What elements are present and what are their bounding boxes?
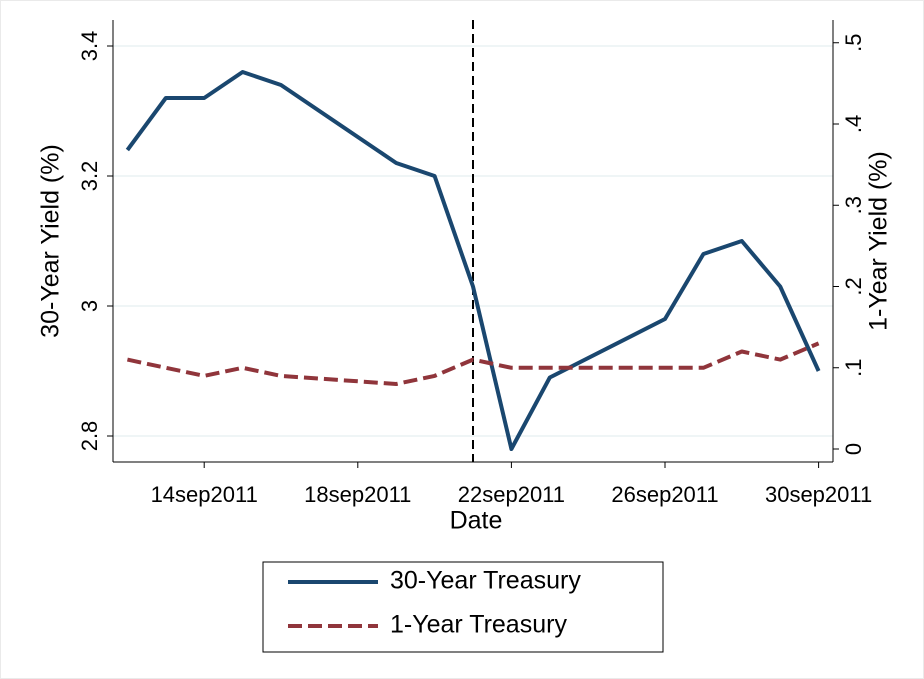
- y2-tick-label: .1: [841, 359, 866, 377]
- x-tick-label: 22sep2011: [458, 482, 565, 507]
- y2-axis-title: 1-Year Yield (%): [865, 151, 893, 331]
- series-line: [125, 70, 821, 451]
- y2-tick-label: .5: [841, 34, 866, 52]
- y2-tick-label: .4: [841, 115, 866, 133]
- y2-tick-label: .3: [841, 196, 866, 214]
- series-line: [126, 341, 820, 386]
- x-axis-title: Date: [450, 507, 503, 535]
- y-tick-label: 3.4: [77, 31, 102, 62]
- legend: [262, 561, 664, 653]
- y2-tick-label: .2: [841, 277, 866, 295]
- legend-label: 1-Year Treasury: [390, 611, 567, 639]
- y-tick-label: 2.8: [77, 421, 102, 452]
- x-tick-label: 26sep2011: [611, 482, 718, 507]
- x-tick-label: 18sep2011: [304, 482, 411, 507]
- x-tick-label: 14sep2011: [151, 482, 258, 507]
- y-axis-title: 30-Year Yield (%): [37, 144, 65, 338]
- x-tick-label: 30sep2011: [765, 482, 872, 507]
- y-tick-label: 3: [77, 300, 102, 312]
- y-tick-label: 3.2: [77, 161, 102, 192]
- y2-tick-label: 0: [841, 443, 866, 455]
- legend-label: 30-Year Treasury: [390, 567, 581, 595]
